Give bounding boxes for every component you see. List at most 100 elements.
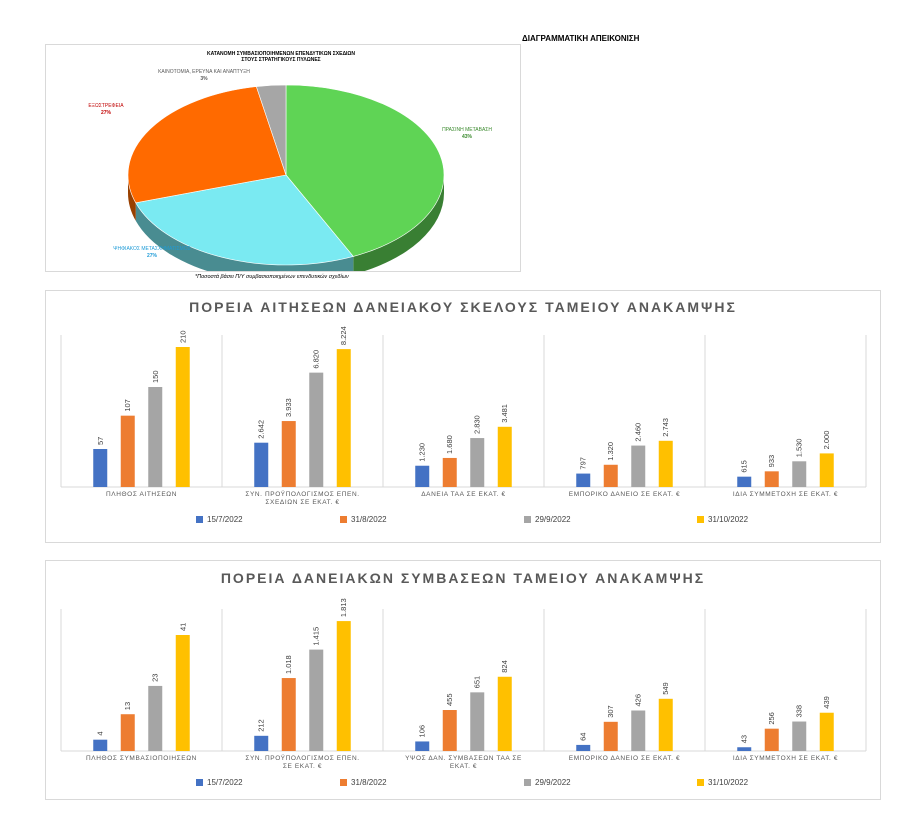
bar-15-7-2022: [254, 442, 269, 487]
pie-side-wall: [128, 175, 136, 221]
category-label: ΣΕ ΕΚΑΤ. €: [283, 763, 322, 770]
bar-15-7-2022: [93, 449, 108, 487]
contracts-bar-chart: 4 13 23 41 ΠΛΗΘΟΣ ΣΥΜΒΑΣΙΟΠΟΙΗΣΕΩΝ 212 1.018 1.…: [60, 598, 867, 787]
bar-value-label: 651: [473, 676, 482, 689]
bar-value-label: 6.820: [312, 350, 321, 369]
bar-value-label: 439: [822, 696, 831, 709]
bar-15-7-2022: [415, 741, 430, 751]
bar-value-label: 64: [579, 733, 588, 741]
bar-value-label: 23: [151, 674, 160, 682]
legend-swatch: [340, 779, 347, 786]
category-label: ΕΜΠΟΡΙΚΟ ΔΑΝΕΙΟ ΣΕ ΕΚΑΤ. €: [569, 755, 680, 762]
legend-swatch: [524, 779, 531, 786]
legend-swatch: [196, 779, 203, 786]
bar-15-7-2022: [93, 739, 108, 751]
bar-31-10-2022: [336, 349, 351, 487]
bar-31-8-2022: [442, 710, 457, 751]
category-label: ΣΥΝ. ΠΡΟΫΠΟΛΟΓΙΣΜΟΣ ΕΠΕΝ.: [245, 754, 359, 762]
bar-value-label: 1.230: [418, 443, 427, 462]
legend-swatch: [697, 779, 704, 786]
bar-value-label: 1.530: [795, 439, 804, 458]
legend-label: 31/8/2022: [351, 515, 387, 524]
bar-29-9-2022: [631, 445, 646, 487]
bar-15-7-2022: [415, 465, 430, 487]
bar-31-10-2022: [336, 621, 351, 751]
bar-value-label: 210: [178, 330, 187, 343]
bar-29-9-2022: [309, 372, 324, 487]
pie-value-label: 27%: [101, 110, 112, 116]
bar-value-label: 107: [123, 399, 132, 412]
applications-chart-panel: ΠΟΡΕΙΑ ΑΙΤΗΣΕΩΝ ΔΑΝΕΙΑΚΟΥ ΣΚΕΛΟΥΣ ΤΑΜΕΙΟ…: [45, 290, 881, 543]
bar-value-label: 1.680: [445, 435, 454, 454]
bar-value-label: 4: [96, 732, 105, 736]
bar-value-label: 57: [96, 437, 105, 445]
bar-31-8-2022: [603, 721, 618, 751]
pie-chart-title: ΚΑΤΑΝΟΜΗ ΣΥΜΒΑΣΙΟΠΟΙΗΜΕΝΩΝ ΕΠΕΝΔΥΤΙΚΩΝ Σ…: [196, 51, 366, 63]
bar-value-label: 549: [661, 682, 670, 695]
pie-slice: [127, 86, 287, 204]
bar-value-label: 2.460: [634, 423, 643, 442]
bar-value-label: 43: [740, 735, 749, 743]
bar-15-7-2022: [737, 476, 752, 487]
bar-29-9-2022: [148, 685, 163, 751]
bar-value-label: 2.830: [473, 415, 482, 434]
bar-29-9-2022: [631, 710, 646, 751]
bar-31-8-2022: [281, 421, 296, 487]
bar-29-9-2022: [792, 461, 807, 487]
bar-value-label: 212: [257, 719, 266, 732]
pie-title-line1: ΚΑΤΑΝΟΜΗ ΣΥΜΒΑΣΙΟΠΟΙΗΜΕΝΩΝ ΕΠΕΝΔΥΤΙΚΩΝ Σ…: [206, 51, 356, 57]
legend-label: 29/9/2022: [535, 515, 571, 524]
bar-15-7-2022: [254, 735, 269, 751]
bar-value-label: 2.642: [257, 420, 266, 439]
bar-31-8-2022: [120, 415, 135, 487]
pie-title-line2: ΣΤΟΥΣ ΣΤΡΑΤΗΓΙΚΟΥΣ ΠΥΛΩΝΕΣ: [241, 57, 321, 63]
bar-value-label: 797: [579, 457, 588, 470]
pie-side-wall: [353, 175, 444, 275]
bar-value-label: 106: [418, 725, 427, 738]
category-label: ΙΔΙΑ ΣΥΜΜΕΤΟΧΗ ΣΕ ΕΚΑΤ. €: [733, 755, 838, 762]
applications-chart-title: ΠΟΡΕΙΑ ΑΙΤΗΣΕΩΝ ΔΑΝΕΙΑΚΟΥ ΣΚΕΛΟΥΣ ΤΑΜΕΙΟ…: [189, 299, 737, 315]
legend-label: 31/10/2022: [708, 515, 749, 524]
legend-label: 15/7/2022: [207, 778, 243, 787]
bar-29-9-2022: [309, 649, 324, 751]
pie-slice: [255, 84, 287, 176]
category-label: ΙΔΙΑ ΣΥΜΜΕΤΟΧΗ ΣΕ ΕΚΑΤ. €: [733, 491, 838, 498]
bar-value-label: 13: [123, 702, 132, 710]
category-label: ΕΜΠΟΡΙΚΟ ΔΑΝΕΙΟ ΣΕ ΕΚΑΤ. €: [569, 491, 680, 498]
bar-value-label: 1.320: [606, 442, 615, 461]
bar-15-7-2022: [576, 473, 591, 487]
bar-31-8-2022: [120, 714, 135, 751]
bar-value-label: 1.813: [339, 598, 348, 617]
bar-value-label: 2.743: [661, 418, 670, 437]
pie-slice: [285, 84, 445, 257]
bar-31-8-2022: [764, 471, 779, 487]
pie-chart-panel: ΚΑΤΑΝΟΜΗ ΣΥΜΒΑΣΙΟΠΟΙΗΜΕΝΩΝ ΕΠΕΝΔΥΤΙΚΩΝ Σ…: [45, 44, 521, 283]
pie-slice: [135, 174, 354, 266]
bar-value-label: 933: [767, 455, 776, 468]
bar-31-10-2022: [497, 676, 512, 751]
bar-value-label: 1.018: [284, 655, 293, 674]
bar-value-label: 256: [767, 712, 776, 725]
bar-value-label: 824: [500, 660, 509, 673]
bar-31-8-2022: [281, 678, 296, 751]
bar-15-7-2022: [576, 744, 591, 751]
category-label: ΕΚΑΤ. €: [450, 763, 477, 770]
bar-31-10-2022: [819, 453, 834, 487]
bar-31-10-2022: [497, 426, 512, 487]
legend-swatch: [196, 516, 203, 523]
category-label: ΣΧΕΔΙΩΝ ΣΕ ΕΚΑΤ. €: [265, 499, 339, 506]
bar-31-10-2022: [658, 698, 673, 751]
bar-value-label: 615: [740, 460, 749, 473]
pie-category-label: ΕΞΩΣΤΡΕΦΕΙΑ: [88, 103, 124, 109]
legend-label: 29/9/2022: [535, 778, 571, 787]
legend-label: 15/7/2022: [207, 515, 243, 524]
bar-value-label: 8.224: [339, 326, 348, 345]
bar-29-9-2022: [470, 438, 485, 487]
bar-31-10-2022: [175, 347, 190, 487]
bar-29-9-2022: [470, 692, 485, 751]
pie-value-label: 43%: [462, 134, 473, 140]
category-label: ΔΑΝΕΙΑ ΤΑΑ ΣΕ ΕΚΑΤ. €: [421, 491, 506, 498]
bar-value-label: 307: [606, 705, 615, 718]
legend-swatch: [340, 516, 347, 523]
bar-value-label: 1.415: [312, 627, 321, 646]
